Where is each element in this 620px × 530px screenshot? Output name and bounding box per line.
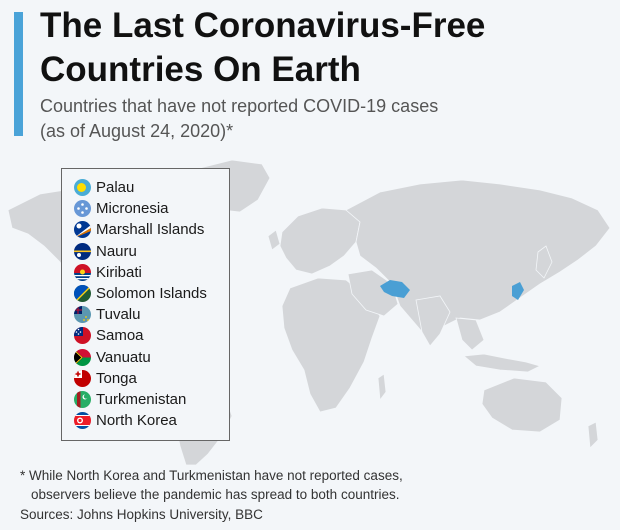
- new-zealand-shape: [587, 421, 599, 449]
- legend-item: North Korea: [62, 410, 229, 431]
- title-line-2: Countries On Earth: [40, 50, 361, 89]
- legend-item: Marshall Islands: [62, 219, 229, 240]
- legend-item: Turkmenistan: [62, 389, 229, 410]
- europe-shape: [279, 207, 361, 275]
- accent-bar: [14, 12, 23, 136]
- legend-item-label: Turkmenistan: [96, 390, 187, 408]
- palau-flag-icon: [74, 179, 91, 197]
- tuvalu-flag-icon: [74, 306, 91, 324]
- legend-item-label: Tonga: [96, 369, 137, 387]
- southeast-asia-shape: [455, 317, 485, 351]
- legend-item: Tonga: [62, 368, 229, 389]
- legend-item: Tuvalu: [62, 304, 229, 325]
- madagascar-shape: [377, 373, 387, 402]
- nauru-flag-icon: [74, 242, 91, 260]
- north-korea-flag-icon: [74, 412, 91, 430]
- legend-item-label: Solomon Islands: [96, 285, 207, 303]
- turkmenistan-highlight: [380, 280, 410, 298]
- legend-item-label: Marshall Islands: [96, 221, 205, 239]
- legend-item: Micronesia: [62, 198, 229, 219]
- footnote-line-1: * While North Korea and Turkmenistan hav…: [20, 468, 403, 483]
- legend-item: Samoa: [62, 325, 229, 346]
- tonga-flag-icon: [74, 369, 91, 387]
- legend-item-label: Nauru: [96, 242, 137, 260]
- india-shape: [415, 295, 451, 347]
- legend-item: Vanuatu: [62, 347, 229, 368]
- uk-shape: [267, 229, 281, 251]
- legend-item: Kiribati: [62, 262, 229, 283]
- legend-item-label: Vanuatu: [96, 348, 151, 366]
- indonesia-shape: [463, 353, 542, 373]
- north-korea-highlight: [512, 282, 524, 300]
- marshall-islands-flag-icon: [74, 221, 91, 239]
- legend-item-label: Kiribati: [96, 263, 142, 281]
- legend-item: Solomon Islands: [62, 283, 229, 304]
- australia-shape: [481, 377, 563, 433]
- legend-item-label: Palau: [96, 179, 135, 197]
- legend-item-label: Samoa: [96, 327, 144, 345]
- turkmenistan-flag-icon: [74, 390, 91, 408]
- vanuatu-flag-icon: [74, 348, 91, 366]
- footnote: * While North Korea and Turkmenistan hav…: [20, 466, 610, 504]
- page-title: The Last Coronavirus-Free Countries On E…: [40, 4, 600, 92]
- legend-box: Palau Micronesia Marshall Islands Nauru Kiri…: [61, 168, 230, 441]
- micronesia-flag-icon: [74, 200, 91, 218]
- legend-list: Palau Micronesia Marshall Islands Nauru Kiri…: [62, 177, 229, 431]
- footnote-line-2: observers believe the pandemic has sprea…: [31, 487, 400, 502]
- legend-item-label: North Korea: [96, 412, 177, 430]
- title-line-1: The Last Coronavirus-Free: [40, 6, 486, 45]
- legend-item: Palau: [62, 177, 229, 198]
- kiribati-flag-icon: [74, 263, 91, 281]
- subtitle-line-2: (as of August 24, 2020)*: [40, 121, 234, 141]
- asia-shape: [345, 179, 611, 335]
- samoa-flag-icon: [74, 327, 91, 345]
- japan-shape: [535, 245, 553, 279]
- solomon-islands-flag-icon: [74, 285, 91, 303]
- sources: Sources: Johns Hopkins University, BBC: [20, 507, 263, 522]
- middle-east-shape: [347, 269, 399, 317]
- legend-item-label: Tuvalu: [96, 306, 141, 324]
- subtitle: Countries that have not reported COVID-1…: [40, 94, 600, 144]
- legend-item-label: Micronesia: [96, 200, 169, 218]
- subtitle-line-1: Countries that have not reported COVID-1…: [40, 96, 439, 116]
- legend-item: Nauru: [62, 241, 229, 262]
